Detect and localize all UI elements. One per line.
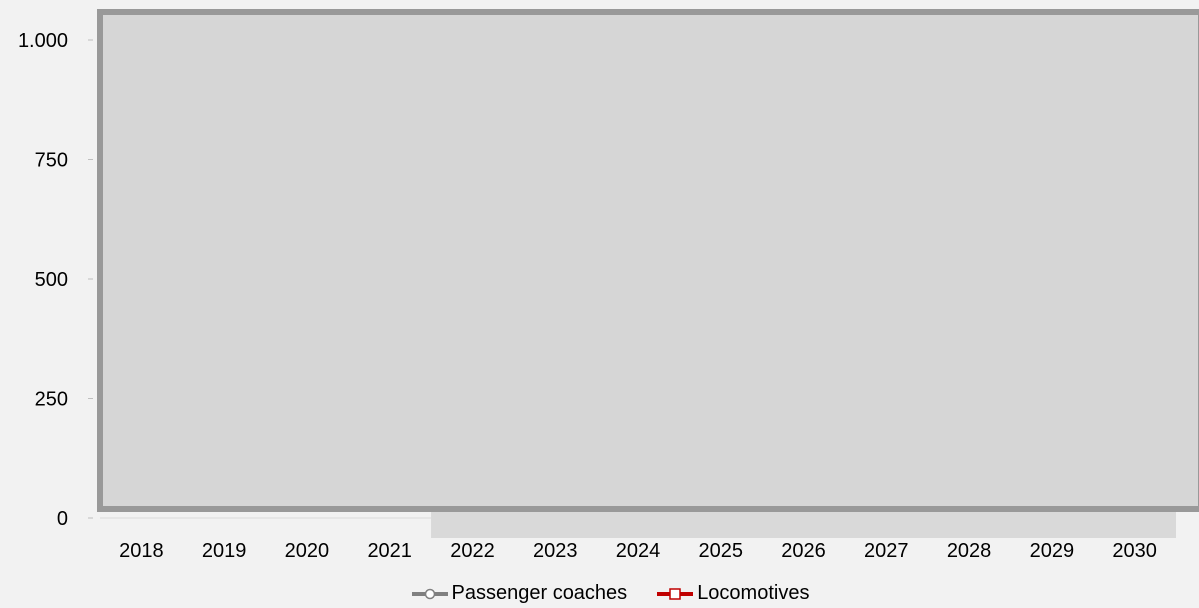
legend-label: Passenger coaches — [451, 582, 628, 604]
legend: Passenger coaches Locomotives — [0, 582, 1199, 605]
x-tick-label: 2018 — [119, 540, 164, 562]
x-tick-label: 2027 — [864, 540, 909, 562]
overlay-panel — [97, 9, 1199, 512]
x-tick-label: 2023 — [533, 540, 578, 562]
x-tick-label: 2028 — [947, 540, 992, 562]
y-tick-label: 500 — [35, 269, 68, 291]
x-tick-label: 2022 — [450, 540, 495, 562]
y-axis: 0 250 500 750 1.000 — [18, 30, 93, 530]
y-tick-label: 1.000 — [18, 30, 68, 52]
x-tick-label: 2026 — [781, 540, 826, 562]
y-tick-label: 250 — [35, 389, 68, 411]
legend-item-locomotives: Locomotives — [655, 582, 809, 605]
y-tick-label: 0 — [57, 508, 68, 530]
circle-marker-icon — [411, 588, 448, 599]
x-tick-label: 2021 — [367, 540, 412, 562]
x-tick-label: 2024 — [616, 540, 661, 562]
x-tick-label: 2020 — [285, 540, 330, 562]
x-axis: 2018 2019 2020 2021 2022 2023 2024 2025 2026 2027… — [119, 540, 1157, 562]
legend-label: Locomotives — [697, 582, 810, 604]
y-tick-label: 750 — [35, 150, 68, 172]
legend-item-passenger-coaches: Passenger coaches — [410, 582, 628, 605]
x-tick-label: 2025 — [699, 540, 744, 562]
x-tick-label: 2030 — [1112, 540, 1157, 562]
x-tick-label: 2029 — [1030, 540, 1075, 562]
x-tick-label: 2019 — [202, 540, 247, 562]
square-marker-icon — [657, 587, 694, 600]
